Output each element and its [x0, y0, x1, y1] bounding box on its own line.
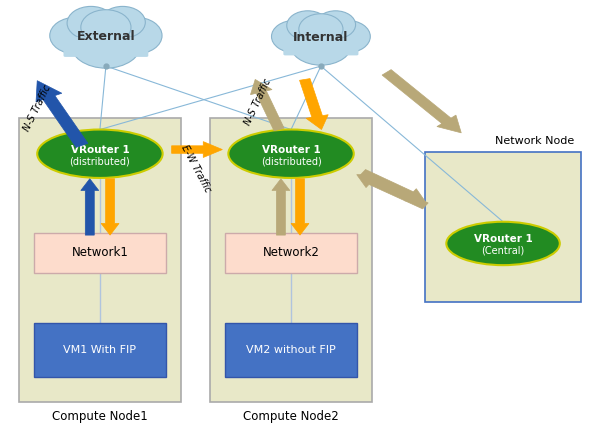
Bar — [34, 233, 166, 273]
Text: N-S Traffic: N-S Traffic — [243, 76, 274, 127]
Text: (Central): (Central) — [481, 246, 524, 256]
Text: Network Node: Network Node — [496, 136, 575, 146]
FancyBboxPatch shape — [64, 37, 148, 57]
Text: VRouter 1: VRouter 1 — [473, 234, 532, 244]
Circle shape — [299, 14, 343, 45]
Text: Internal: Internal — [293, 31, 349, 44]
Circle shape — [100, 6, 145, 38]
Text: VRouter 1: VRouter 1 — [262, 144, 320, 155]
Bar — [226, 323, 357, 377]
FancyArrow shape — [360, 170, 425, 202]
Circle shape — [70, 18, 142, 68]
Circle shape — [109, 17, 162, 54]
FancyArrow shape — [101, 179, 119, 235]
Circle shape — [287, 11, 329, 40]
Circle shape — [316, 11, 356, 39]
FancyArrow shape — [172, 142, 223, 158]
Circle shape — [324, 20, 370, 53]
Text: N-S Traffic: N-S Traffic — [22, 83, 53, 133]
Bar — [34, 323, 166, 377]
Text: External: External — [77, 30, 135, 43]
Bar — [19, 118, 181, 402]
FancyArrow shape — [382, 70, 461, 133]
Text: (distributed): (distributed) — [260, 156, 322, 166]
Ellipse shape — [37, 130, 163, 178]
Ellipse shape — [229, 130, 354, 178]
FancyArrow shape — [81, 179, 99, 235]
Circle shape — [272, 20, 318, 53]
Text: E-W Traffic: E-W Traffic — [179, 144, 212, 195]
FancyBboxPatch shape — [283, 37, 358, 55]
Text: Compute Node2: Compute Node2 — [243, 410, 339, 423]
Ellipse shape — [446, 222, 560, 265]
Text: VM2 without FIP: VM2 without FIP — [246, 345, 336, 355]
Text: Network2: Network2 — [263, 246, 319, 259]
Circle shape — [50, 17, 103, 54]
Circle shape — [289, 21, 352, 65]
Bar — [226, 233, 357, 273]
Text: Network1: Network1 — [71, 246, 128, 259]
Text: VRouter 1: VRouter 1 — [71, 144, 130, 155]
Text: (distributed): (distributed) — [70, 156, 130, 166]
Text: Compute Node1: Compute Node1 — [52, 410, 148, 423]
FancyArrow shape — [272, 179, 290, 235]
Circle shape — [81, 10, 131, 45]
FancyArrow shape — [250, 79, 284, 131]
Bar — [211, 118, 371, 402]
Text: VM1 With FIP: VM1 With FIP — [64, 345, 136, 355]
Bar — [425, 152, 581, 302]
FancyArrow shape — [357, 175, 428, 209]
FancyArrow shape — [291, 179, 309, 235]
Circle shape — [67, 6, 115, 40]
FancyArrow shape — [36, 81, 88, 147]
FancyArrow shape — [299, 79, 328, 130]
